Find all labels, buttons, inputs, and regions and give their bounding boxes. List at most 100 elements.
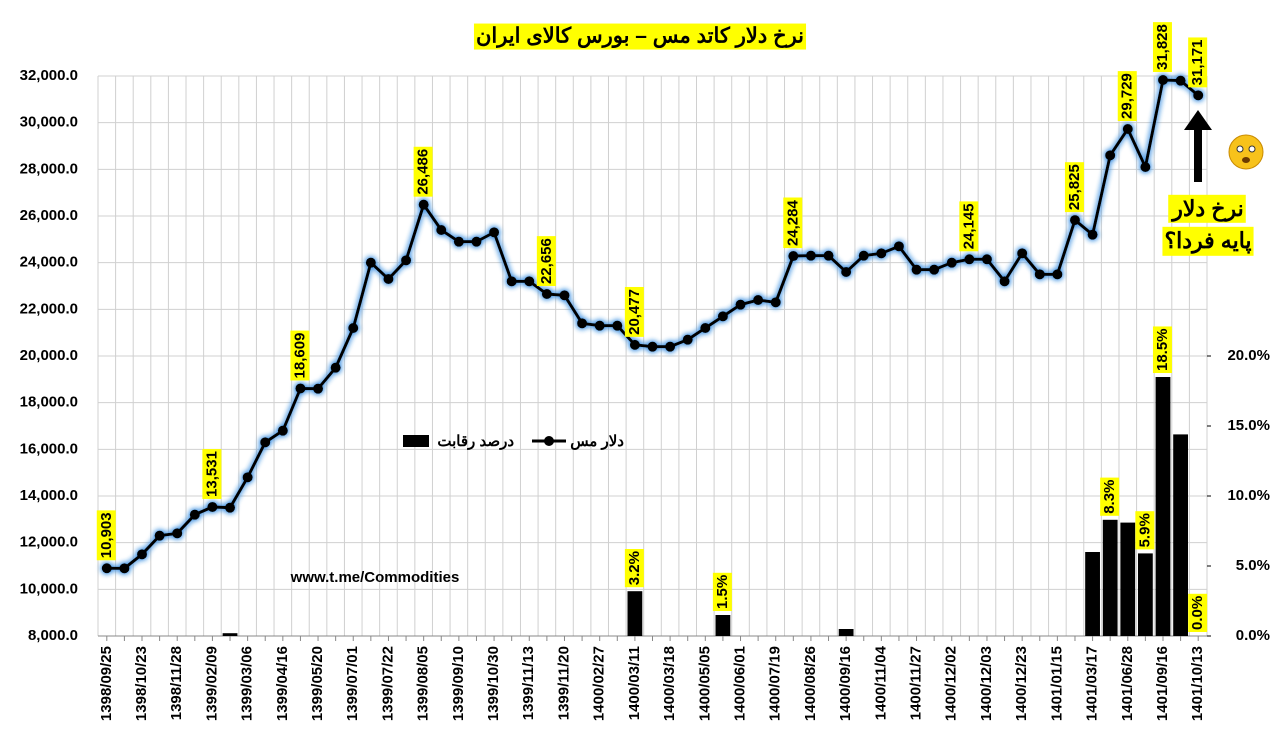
- y-tick-label: 20,000.0: [20, 347, 78, 364]
- line-marker: [277, 425, 288, 436]
- bar-value-label-bg: [1152, 326, 1172, 373]
- x-tick-label: 1398/09/25: [98, 646, 115, 721]
- line-marker: [717, 311, 728, 322]
- line-marker: [1105, 150, 1116, 161]
- line-marker: [172, 528, 183, 539]
- x-tick-label: 1399/05/20: [309, 646, 326, 721]
- line-marker: [999, 276, 1010, 287]
- x-tick-label: 1399/11/13: [520, 646, 537, 720]
- y2-tick-label: 0.0%: [1236, 627, 1270, 644]
- line-marker: [207, 501, 218, 512]
- legend-label: درصد رقابت: [437, 433, 514, 450]
- bar-value-label: 5.9%: [1136, 513, 1153, 547]
- line-marker: [612, 320, 623, 331]
- line-marker: [119, 563, 130, 574]
- bar: [1120, 522, 1136, 636]
- y-tick-label: 18,000.0: [20, 394, 78, 411]
- x-tick-label: 1400/06/01: [731, 646, 748, 721]
- x-tick-label: 1400/11/04: [872, 645, 889, 720]
- line-marker: [1069, 215, 1080, 226]
- x-tick-label: 1399/04/16: [274, 646, 291, 721]
- line-marker: [471, 236, 482, 247]
- line-marker: [189, 509, 200, 520]
- bar: [715, 615, 731, 636]
- line-marker: [788, 251, 799, 262]
- bar-value-label-bg: [624, 548, 644, 588]
- y-tick-label: 28,000.0: [20, 160, 78, 177]
- x-tick-label: 1400/07/19: [767, 646, 784, 721]
- line-value-label-group: 24,284: [783, 197, 803, 249]
- bar: [1173, 434, 1188, 636]
- y-tick-label: 10,000.0: [20, 580, 78, 597]
- bar-value-label-bg: [1100, 477, 1120, 516]
- y-tick-label: 22,000.0: [20, 300, 78, 317]
- line-value-label-bg: [783, 197, 803, 249]
- line-value-label: 31,828: [1154, 24, 1171, 70]
- y-tick-label: 16,000.0: [20, 440, 78, 457]
- line-marker: [665, 341, 676, 352]
- line-marker: [559, 290, 570, 301]
- line-value-label-group: 10,903: [96, 510, 116, 561]
- annotation-bg: [1168, 194, 1246, 223]
- line-value-label-bg: [290, 330, 310, 381]
- x-tick-label: 1400/08/26: [802, 646, 819, 721]
- line-value-label: 29,729: [1119, 73, 1136, 119]
- y-tick-label: 8,000.0: [28, 627, 78, 644]
- bar-value-label-group: 18.5%: [1152, 326, 1172, 373]
- line-marker: [647, 341, 658, 352]
- bar-value-label: 8.3%: [1101, 480, 1118, 514]
- line-value-label-bg: [202, 449, 222, 499]
- line-value-label: 13,531: [203, 451, 220, 497]
- line-marker: [260, 437, 271, 448]
- line-marker: [594, 320, 605, 331]
- bar-value-label-bg: [1188, 593, 1208, 632]
- annotation: www.t.me/Commodities: [290, 569, 460, 586]
- line-marker: [154, 530, 165, 541]
- line-marker: [453, 236, 464, 247]
- legend-label: دلار مس: [570, 433, 624, 450]
- line-value-label: 26,486: [415, 149, 432, 195]
- x-tick-label: 1400/03/11: [626, 646, 643, 720]
- y-tick-label: 14,000.0: [20, 487, 78, 504]
- line-marker: [1140, 162, 1151, 172]
- line-value-label-bg: [1152, 22, 1172, 73]
- line-marker: [1052, 269, 1063, 280]
- bar-value-label: 3.2%: [626, 551, 643, 585]
- line-marker: [489, 227, 500, 238]
- x-tick-label: 1400/12/03: [978, 646, 995, 721]
- line-marker: [700, 323, 711, 333]
- line-marker: [893, 241, 904, 252]
- line-marker: [946, 257, 957, 268]
- bar-value-label-group: 5.9%: [1135, 511, 1155, 550]
- x-tick-label: 1399/03/06: [239, 646, 256, 721]
- arrow-head: [1184, 110, 1212, 130]
- line-group: [101, 75, 1204, 574]
- x-tick-label: 1399/09/10: [450, 646, 467, 721]
- line-value-label-bg: [96, 510, 116, 561]
- line-marker: [313, 383, 324, 394]
- annotation: نرخ دلار: [1170, 196, 1244, 222]
- line-value-label-group: 31,828: [1152, 22, 1172, 73]
- y2-tick-label: 20.0%: [1227, 347, 1270, 364]
- bar-value-label-bg: [712, 572, 732, 611]
- line-marker: [629, 339, 640, 350]
- emoji-eye: [1236, 145, 1244, 153]
- line-value-label-bg: [536, 236, 556, 287]
- line-marker: [876, 248, 887, 259]
- line-marker: [911, 264, 922, 275]
- annotation-bg: [1162, 226, 1254, 256]
- legend-swatch-marker: [544, 436, 554, 446]
- annotation: پایه فردا؟: [1164, 228, 1251, 255]
- line-value-label-bg: [1064, 162, 1084, 213]
- x-tick-label: 1399/02/09: [203, 646, 220, 721]
- bar-value-label-group: 8.3%: [1100, 477, 1120, 516]
- y2-tick-label: 10.0%: [1227, 487, 1270, 504]
- bar: [1155, 377, 1171, 636]
- line-marker: [841, 267, 852, 277]
- x-tick-label: 1400/12/23: [1013, 646, 1030, 721]
- bar: [222, 633, 238, 636]
- line-marker: [1122, 123, 1133, 134]
- x-tick-label: 1400/09/16: [837, 646, 854, 721]
- line-value-label: 31,171: [1189, 39, 1206, 85]
